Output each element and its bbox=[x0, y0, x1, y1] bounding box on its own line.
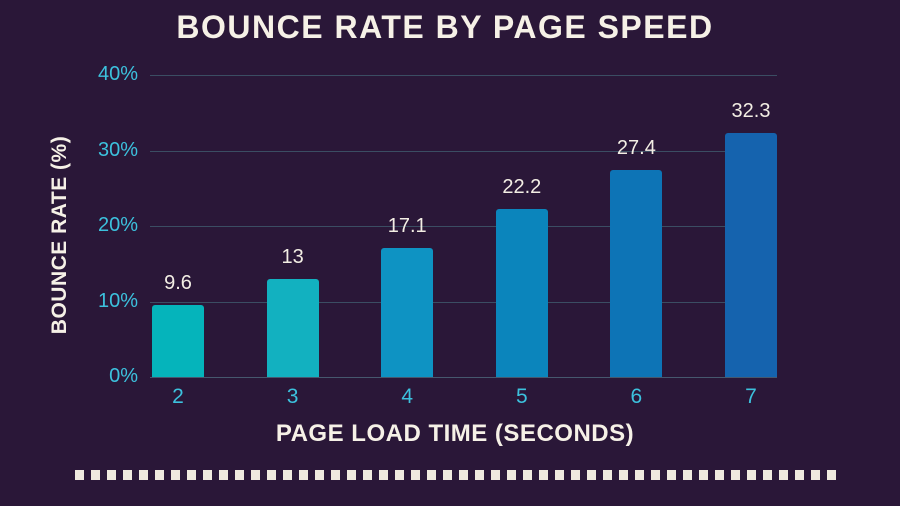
x-tick-label-6: 6 bbox=[630, 385, 643, 408]
y-tick-label-40: 40% bbox=[97, 63, 138, 85]
bar-5s bbox=[495, 209, 548, 377]
bar-6s bbox=[610, 170, 663, 377]
y-tick-label-30: 30% bbox=[97, 138, 138, 161]
gridline-30 bbox=[150, 150, 777, 152]
y-axis-title: BOUNCE RATE (%) bbox=[48, 135, 71, 335]
x-tick-label-5: 5 bbox=[515, 385, 528, 408]
gridline-40 bbox=[150, 75, 777, 76]
x-tick-label-7: 7 bbox=[745, 385, 757, 408]
gridline-20 bbox=[150, 226, 777, 227]
bar-3s bbox=[266, 279, 319, 377]
bar-value-label-3s: 13 bbox=[281, 246, 304, 268]
gridline-10 bbox=[150, 301, 777, 303]
x-axis-title: PAGE LOAD TIME (SECONDS) bbox=[275, 420, 635, 447]
bar-value-label-5s: 22.2 bbox=[502, 176, 542, 198]
bar-2s bbox=[152, 305, 204, 377]
x-tick-label-3: 3 bbox=[286, 385, 299, 408]
y-tick-label-20: 20% bbox=[97, 214, 138, 236]
bar-value-label-2s: 9.6 bbox=[164, 272, 192, 294]
x-axis-baseline bbox=[150, 377, 777, 378]
bar-value-label-4s: 17.1 bbox=[387, 215, 427, 237]
x-tick-label-2: 2 bbox=[172, 385, 184, 408]
bar-value-label-6s: 27.4 bbox=[616, 137, 656, 159]
dashed-divider bbox=[75, 470, 841, 480]
y-tick-label-10: 10% bbox=[97, 289, 138, 312]
y-tick-label-0: 0% bbox=[109, 365, 138, 387]
bar-7s bbox=[725, 133, 777, 377]
plot-area: 9.6 13 17.1 22.2 27.4 32.3 bbox=[150, 75, 777, 378]
bar-4s bbox=[381, 248, 434, 377]
bar-value-label-7s: 32.3 bbox=[731, 100, 771, 122]
chart-title: BOUNCE RATE BY PAGE SPEED bbox=[176, 9, 714, 45]
x-tick-label-4: 4 bbox=[401, 385, 414, 408]
